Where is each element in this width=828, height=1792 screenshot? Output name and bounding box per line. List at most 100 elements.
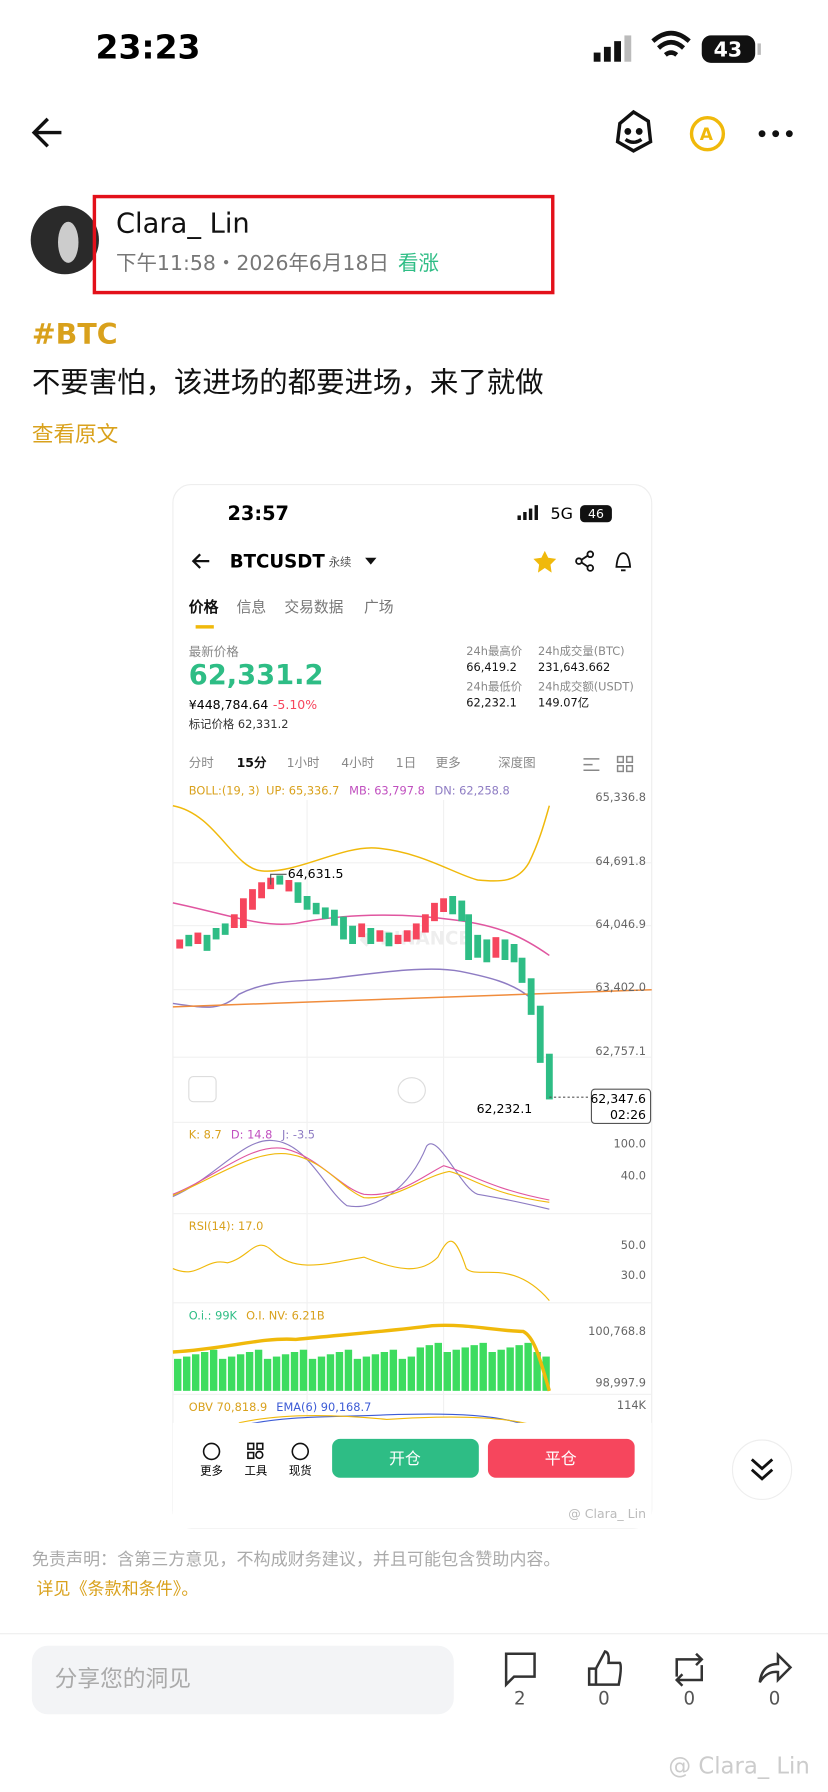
emb-interval: 1小时 <box>287 755 320 770</box>
emb-oi-bar <box>326 1354 335 1391</box>
input-placeholder: 分享您的洞见 <box>55 1666 191 1692</box>
emb-trend-line <box>172 988 652 1008</box>
emb-battery-level: 46 <box>588 506 604 521</box>
emb-candle <box>203 934 211 951</box>
author-name[interactable]: Clara_ Lin <box>116 209 250 240</box>
emb-stat-value: 231,643.662 <box>538 660 610 674</box>
action-count: 0 <box>598 1688 610 1709</box>
emb-tab: 信息 <box>237 599 267 616</box>
sentiment: 看涨 <box>398 251 439 275</box>
emb-candle <box>465 914 473 960</box>
emb-candle <box>545 1053 553 1100</box>
emb-oi-bar <box>218 1358 227 1391</box>
emb-oi-bar <box>317 1356 326 1391</box>
share-icon[interactable] <box>758 1651 793 1684</box>
emb-cny-value: ¥448,784.64 <box>189 697 269 712</box>
comment-icon[interactable] <box>504 1652 536 1688</box>
emb-oi-bar <box>362 1356 371 1391</box>
like-icon[interactable] <box>587 1649 623 1686</box>
emb-obv-line <box>238 1414 530 1425</box>
status-time: 23:23 <box>96 28 201 67</box>
emb-star <box>533 550 557 573</box>
emb-price-tick: 64,046.9 <box>595 917 646 931</box>
emb-oi-bar <box>308 1358 317 1391</box>
emb-eye <box>397 1077 426 1104</box>
emb-dropdown <box>365 557 377 565</box>
svg-text:A: A <box>700 125 714 145</box>
emb-last-price-label: 最新价格 <box>189 644 239 659</box>
emb-oi-bar <box>380 1352 389 1391</box>
emb-oi-bar <box>245 1352 254 1391</box>
translate-button[interactable]: A <box>689 115 726 152</box>
emb-contract: 永续 <box>329 555 352 569</box>
emb-countdown: 02:26 <box>610 1107 646 1122</box>
emb-oi-bar <box>183 1356 191 1391</box>
post-time-text: 下午11:58・2026年6月18日 <box>116 251 389 275</box>
emb-oi-b: O.I. NV: 6.21B <box>246 1308 325 1322</box>
emb-oi-bar <box>281 1354 290 1391</box>
view-original[interactable]: 查看原文 <box>32 422 118 447</box>
back-button[interactable] <box>31 117 62 148</box>
emb-indicator-tick: 100.0 <box>613 1136 646 1150</box>
wifi-icon <box>651 30 691 57</box>
emb-tool-label: 工具 <box>245 1463 268 1477</box>
emb-candle <box>536 1005 544 1063</box>
emb-candle <box>510 944 518 963</box>
emb-current: 62,347.6 <box>590 1091 646 1106</box>
comment-input[interactable] <box>31 1645 454 1715</box>
emb-candle <box>421 914 429 933</box>
emb-candle <box>258 882 266 899</box>
emb-signal <box>517 505 538 520</box>
emb-oi-bar <box>398 1358 407 1391</box>
emb-symbol: BTCUSDT <box>230 551 326 572</box>
emb-price-tick: 62,757.1 <box>595 1044 646 1058</box>
emb-stat-label: 24h成交额(USDT) <box>538 679 634 693</box>
emb-candle <box>474 934 482 958</box>
emb-oi-bar <box>479 1342 487 1391</box>
more-button[interactable] <box>758 130 793 138</box>
emb-stat-value: 66,419.2 <box>466 660 517 674</box>
emb-oi-bar <box>227 1356 236 1391</box>
emb-mark-price: 标记价格 62,331.2 <box>189 717 289 731</box>
emb-candle <box>394 934 402 944</box>
emb-indicator-tick: 98,997.9 <box>595 1375 646 1389</box>
emb-oi-bar <box>174 1358 182 1391</box>
emb-interval: 4小时 <box>341 755 374 770</box>
emb-tool-label: 更多 <box>200 1463 223 1477</box>
emb-kdj-label: K: 8.7 <box>189 1127 222 1141</box>
emb-oi-bar <box>371 1354 380 1391</box>
emb-indicator-tick: 114K <box>617 1398 647 1412</box>
emb-candle <box>449 896 457 915</box>
emb-oi-bar <box>299 1349 308 1391</box>
embedded-image[interactable]: 23:57 5G 46 BTCUSDT 永续 价格 信息 交易数据 广场 最新价格 6… <box>172 484 653 1529</box>
emb-interval: 分时 <box>189 755 214 770</box>
emb-oi-bar <box>254 1349 263 1391</box>
emb-tab: 交易数据 <box>284 598 343 616</box>
hashtag[interactable]: #BTC <box>32 318 118 351</box>
emb-rsi: RSI(14): 17.0 <box>189 1219 264 1233</box>
repost-icon[interactable] <box>674 1652 704 1687</box>
emb-candle <box>431 902 438 922</box>
disclaimer: 免责声明：含第三方意见，不构成财务建议，并且可能包含赞助内容。 <box>32 1550 561 1570</box>
emb-obv-b: EMA(6) 90,168.7 <box>276 1399 371 1413</box>
emb-ema <box>238 1413 530 1427</box>
emb-candle <box>330 909 338 926</box>
avatar-figure <box>58 221 79 263</box>
emb-oi-bar <box>389 1349 398 1391</box>
emb-bell <box>615 552 632 572</box>
emb-candle <box>518 957 526 983</box>
terms-link[interactable]: 详见《条款和条件》。 <box>36 1580 198 1600</box>
emb-interval: 更多 <box>436 755 461 770</box>
emb-candle <box>358 923 366 938</box>
emb-oi-bar <box>515 1345 523 1391</box>
post-text: 不要害怕，该进场的都要进场，来了就做 <box>32 366 544 399</box>
emb-indicator-tick: 30.0 <box>621 1268 646 1282</box>
emb-price-tick: 64,691.8 <box>595 854 646 868</box>
emb-price-tick: 65,336.8 <box>595 790 646 804</box>
emb-obv: OBV 70,818.9 EMA(6) 90,168.7 <box>189 1399 372 1413</box>
emb-oi-bar <box>443 1352 451 1391</box>
emb-oi-bar <box>416 1347 425 1391</box>
emb-boll-dn <box>172 968 530 1008</box>
emoji-button[interactable] <box>615 109 653 153</box>
